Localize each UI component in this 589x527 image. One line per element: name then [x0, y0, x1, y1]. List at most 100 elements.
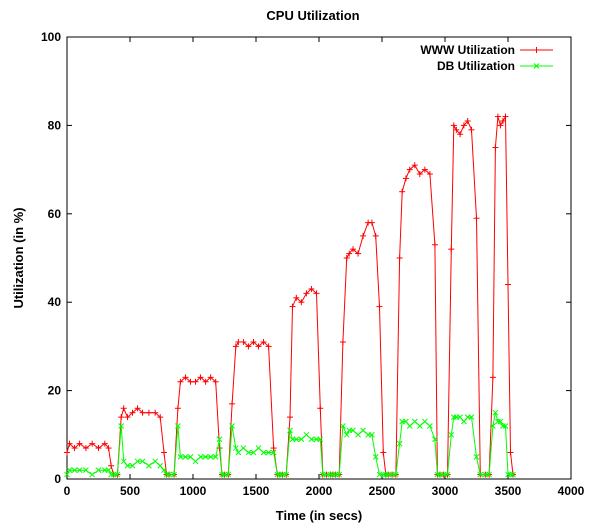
data-point	[187, 378, 194, 385]
data-point	[346, 250, 353, 257]
y-tick-label: 20	[48, 384, 62, 398]
series-www-utilization	[64, 113, 517, 478]
data-point	[207, 454, 214, 460]
data-point	[426, 171, 433, 178]
data-point	[161, 467, 167, 474]
data-point	[225, 471, 232, 478]
data-point	[216, 436, 223, 443]
data-point	[376, 303, 383, 310]
data-point	[350, 427, 356, 434]
x-tick-label: 1000	[180, 484, 207, 498]
data-point	[343, 255, 350, 261]
y-tick-label: 60	[48, 207, 62, 221]
data-point	[313, 290, 320, 297]
data-point	[202, 454, 209, 460]
data-point	[146, 462, 152, 469]
data-point	[260, 338, 267, 345]
data-point	[360, 427, 366, 434]
y-axis: 0 20 40 60 80 100	[41, 30, 571, 486]
data-point	[368, 219, 375, 226]
data-point	[235, 338, 242, 345]
plot-area: 0 500 1000 1500 2000 2500 3000 3500 4000 0 20 40 60…	[41, 30, 585, 498]
data-point	[207, 374, 214, 381]
data-point	[89, 471, 96, 478]
data-point	[182, 454, 189, 460]
data-point	[163, 471, 170, 478]
data-point	[76, 467, 83, 474]
data-point	[270, 445, 277, 452]
x-tick-label: 3500	[495, 484, 522, 498]
data-point	[369, 431, 375, 438]
data-point	[250, 449, 257, 456]
data-point	[507, 449, 514, 456]
data-point	[427, 423, 433, 429]
data-point	[434, 471, 441, 478]
data-point	[283, 471, 290, 478]
data-point	[277, 471, 283, 478]
data-point	[317, 436, 324, 443]
data-point	[197, 454, 204, 460]
data-point	[468, 414, 475, 420]
data-point	[114, 471, 121, 478]
data-point	[372, 232, 379, 239]
data-point	[260, 449, 267, 456]
data-point	[139, 409, 146, 416]
data-point	[229, 400, 236, 407]
data-point	[124, 414, 131, 421]
data-point	[265, 449, 272, 456]
data-point	[416, 171, 423, 178]
data-point	[298, 436, 305, 443]
data-point	[490, 423, 496, 429]
x-tick-label: 2500	[369, 484, 396, 498]
data-point	[64, 449, 70, 456]
data-point	[229, 423, 235, 429]
data-point	[500, 423, 506, 429]
data-point	[308, 285, 315, 292]
data-point	[343, 431, 350, 438]
x-tick-label: 2000	[306, 484, 333, 498]
data-point	[317, 405, 324, 412]
data-point	[416, 423, 423, 429]
data-point	[139, 458, 146, 465]
data-point	[360, 232, 367, 239]
data-point	[355, 250, 362, 257]
data-point	[192, 378, 199, 385]
data-point	[175, 423, 181, 429]
data-point	[444, 471, 451, 478]
data-point	[274, 471, 281, 478]
data-point	[95, 467, 102, 474]
legend-item: WWW Utilization	[420, 43, 553, 57]
data-point	[406, 166, 413, 173]
legend-label: DB Utilization	[437, 59, 515, 73]
data-point	[330, 471, 336, 478]
x-axis-label: Time (in secs)	[276, 508, 362, 523]
data-point	[492, 409, 499, 416]
data-point	[495, 418, 501, 425]
data-point	[502, 113, 509, 120]
data-point	[505, 471, 511, 478]
y-tick-label: 40	[48, 295, 62, 309]
data-point	[372, 454, 379, 460]
legend-label: WWW Utilization	[420, 43, 515, 57]
data-point	[396, 440, 403, 447]
data-point	[174, 405, 181, 412]
data-point	[453, 126, 460, 133]
data-point	[157, 414, 164, 421]
y-axis-label: Utilization (in %)	[11, 207, 26, 308]
data-point	[380, 449, 387, 456]
data-point	[460, 122, 467, 129]
data-point	[421, 166, 428, 173]
data-point	[171, 471, 177, 478]
data-point	[212, 378, 219, 385]
data-point	[240, 445, 247, 451]
data-point	[71, 445, 78, 452]
data-point	[486, 471, 492, 478]
data-point	[339, 338, 346, 345]
data-point	[245, 343, 252, 350]
data-point	[450, 414, 457, 420]
data-point	[182, 374, 189, 381]
data-point	[298, 299, 305, 306]
data-point	[477, 471, 484, 478]
data-point	[457, 131, 464, 138]
